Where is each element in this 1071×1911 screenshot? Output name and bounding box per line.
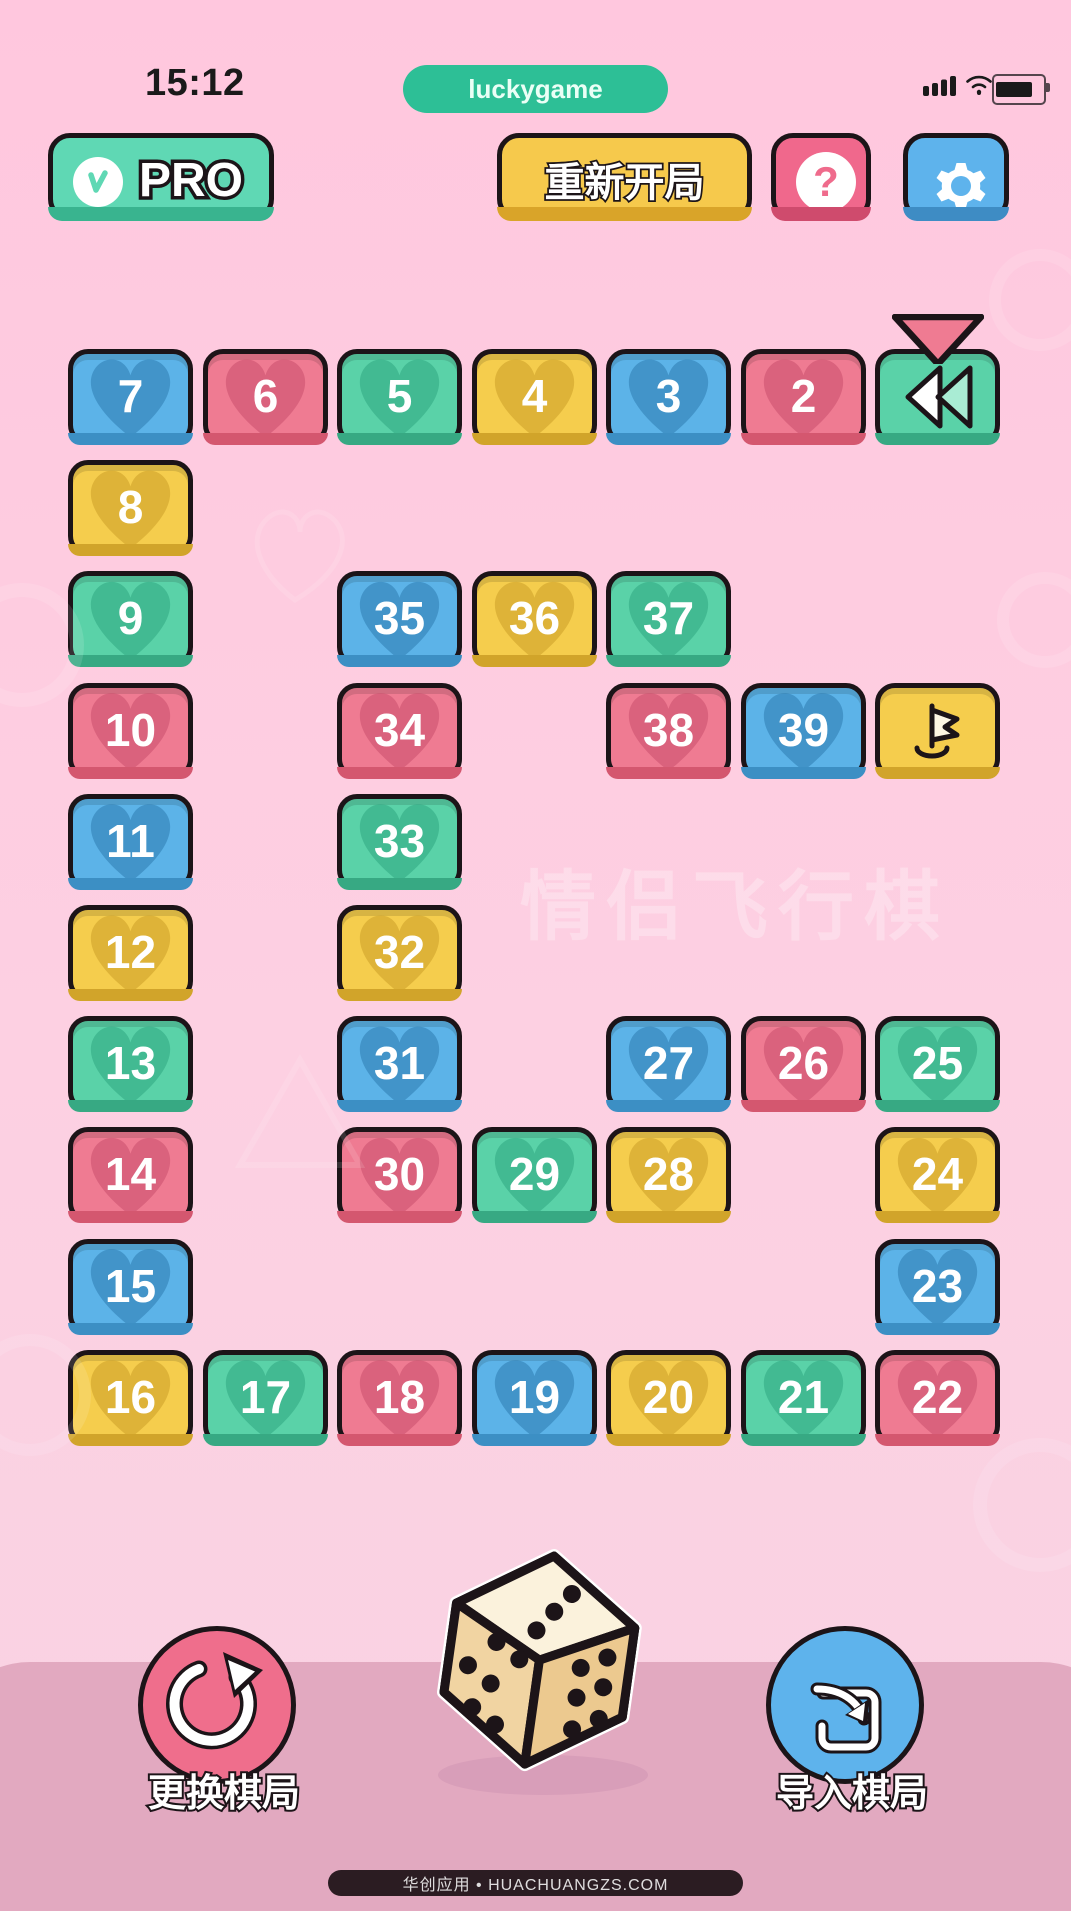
svg-text:?: ? <box>813 158 839 205</box>
svg-text:PRO: PRO <box>139 154 243 207</box>
